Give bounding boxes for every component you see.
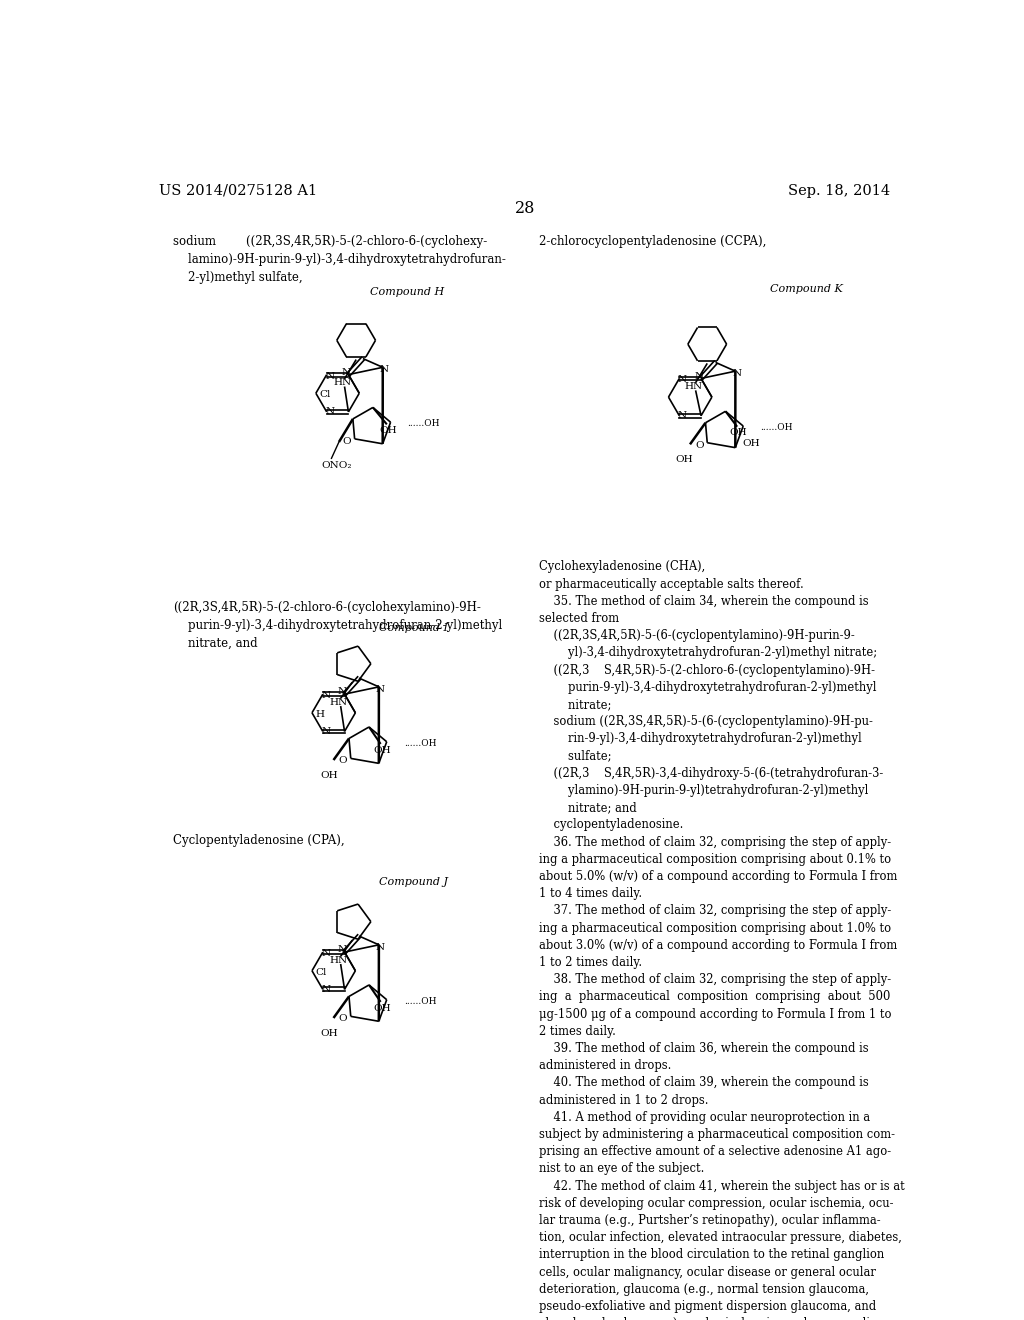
Text: O: O xyxy=(343,437,351,446)
Text: O: O xyxy=(339,756,347,766)
Text: OH: OH xyxy=(675,455,692,465)
Text: N: N xyxy=(678,412,687,420)
Text: Cyclohexyladenosine (CHA),
or pharmaceutically acceptable salts thereof.
    ​35: Cyclohexyladenosine (CHA), or pharmaceut… xyxy=(539,560,904,1320)
Text: H: H xyxy=(315,710,325,719)
Text: N: N xyxy=(326,372,335,380)
Text: OH: OH xyxy=(321,771,338,780)
Text: HN: HN xyxy=(330,698,347,706)
Text: 28: 28 xyxy=(515,199,535,216)
Text: OH: OH xyxy=(380,426,397,436)
Text: N: N xyxy=(322,692,331,700)
Text: ......OH: ......OH xyxy=(760,424,793,432)
Text: O: O xyxy=(695,441,703,450)
Text: HN: HN xyxy=(330,956,347,965)
Text: ONO₂: ONO₂ xyxy=(322,461,351,470)
Text: Cl: Cl xyxy=(319,391,331,399)
Text: Cyclopentyladenosine (CPA),: Cyclopentyladenosine (CPA), xyxy=(173,834,344,847)
Text: O: O xyxy=(339,1014,347,1023)
Text: N: N xyxy=(678,375,687,384)
Text: N: N xyxy=(338,688,347,697)
Text: N: N xyxy=(338,945,347,954)
Text: N: N xyxy=(326,408,335,416)
Text: N: N xyxy=(694,372,703,380)
Text: 2-chlorocyclopentyladenosine (CCPA),: 2-chlorocyclopentyladenosine (CCPA), xyxy=(539,235,766,248)
Text: OH: OH xyxy=(374,1003,391,1012)
Text: HN: HN xyxy=(684,381,702,391)
Text: ......OH: ......OH xyxy=(403,739,436,748)
Text: N: N xyxy=(322,949,331,958)
Text: Compound J: Compound J xyxy=(379,878,447,887)
Text: OH: OH xyxy=(730,429,748,437)
Text: ......OH: ......OH xyxy=(408,420,440,428)
Text: N: N xyxy=(376,685,385,694)
Text: Compound I: Compound I xyxy=(379,623,447,634)
Text: ((2R,3S,4R,5R)-5-(2-chloro-6-(cyclohexylamino)-9H-
    purin-9-yl)-3,4-dihydroxy: ((2R,3S,4R,5R)-5-(2-chloro-6-(cyclohexyl… xyxy=(173,601,502,651)
Text: OH: OH xyxy=(374,746,391,755)
Text: N: N xyxy=(732,370,741,378)
Text: OH: OH xyxy=(742,440,760,449)
Text: N: N xyxy=(322,985,331,994)
Text: Cl: Cl xyxy=(315,968,327,977)
Text: sodium        ((2R,3S,4R,5R)-5-(2-chloro-6-(cyclohexy-
    lamino)-9H-purin-9-yl: sodium ((2R,3S,4R,5R)-5-(2-chloro-6-(cyc… xyxy=(173,235,506,284)
Text: N: N xyxy=(380,366,389,374)
Text: OH: OH xyxy=(321,1028,338,1038)
Text: N: N xyxy=(322,727,331,737)
Text: N: N xyxy=(342,368,350,376)
Text: US 2014/0275128 A1: US 2014/0275128 A1 xyxy=(159,183,317,198)
Text: Sep. 18, 2014: Sep. 18, 2014 xyxy=(788,183,891,198)
Text: Compound H: Compound H xyxy=(370,286,444,297)
Text: HN: HN xyxy=(333,378,351,387)
Text: Compound K: Compound K xyxy=(770,284,843,294)
Text: ......OH: ......OH xyxy=(403,997,436,1006)
Text: N: N xyxy=(376,942,385,952)
